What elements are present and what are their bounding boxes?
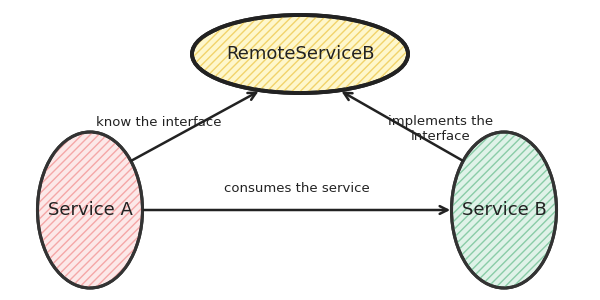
Text: Service B: Service B <box>461 201 547 219</box>
Text: implements the
interface: implements the interface <box>388 115 494 143</box>
Ellipse shape <box>192 15 408 93</box>
Text: know the interface: know the interface <box>96 116 222 130</box>
Ellipse shape <box>452 132 557 288</box>
Text: RemoteServiceB: RemoteServiceB <box>226 45 374 63</box>
Ellipse shape <box>37 132 143 288</box>
Text: Service A: Service A <box>47 201 133 219</box>
Text: consumes the service: consumes the service <box>224 182 370 196</box>
